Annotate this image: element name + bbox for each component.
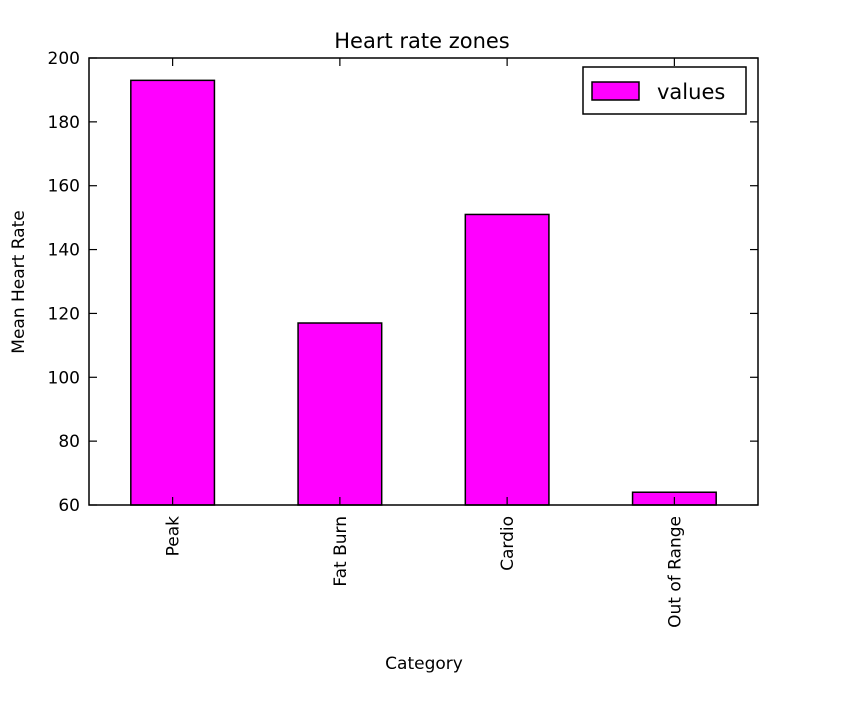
ticks-layer: Peak Fat Burn Cardio Out of Range 60 80 100 120… [48,49,758,628]
bar-fat-burn [297,322,383,506]
y-tick-label: 200 [48,49,80,69]
bars-layer [130,79,717,506]
x-tick-label: Cardio [498,516,518,571]
y-tick-label: 180 [48,113,80,133]
x-axis-label: Category [385,654,463,674]
bar-peak [130,79,216,506]
legend: values [582,66,747,115]
y-tick-label: 80 [58,432,80,452]
y-tick-label: 160 [48,177,80,197]
x-tick-label: Peak [164,516,184,557]
plot-area-frame [88,57,759,506]
chart-title: Heart rate zones [334,29,510,53]
y-axis-label: Mean Heart Rate [9,210,29,353]
x-tick-label: Fat Burn [331,516,351,587]
y-tick-label: 120 [48,304,80,324]
y-tick-label: 100 [48,368,80,388]
bar-cardio [464,213,550,506]
legend-swatch [591,81,640,101]
y-tick-label: 140 [48,241,80,261]
y-tick-label: 60 [58,496,80,516]
legend-label: values [657,80,725,104]
x-tick-label: Out of Range [665,516,685,628]
